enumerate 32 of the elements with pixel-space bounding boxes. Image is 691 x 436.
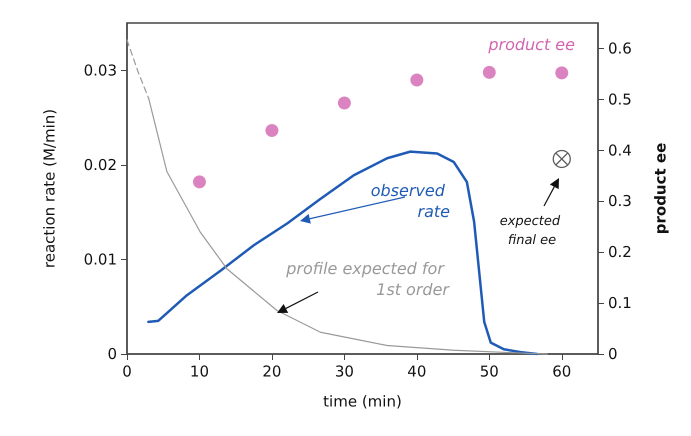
point [555, 66, 568, 80]
x-tick-label: 10 [190, 362, 210, 380]
x-tick-label: 50 [480, 362, 499, 380]
y2-tick-label: 0.1 [608, 294, 632, 312]
series-label: observed rate [370, 181, 450, 221]
point [192, 175, 206, 188]
y2-tick-label: 0.2 [608, 243, 632, 262]
x-tick-label: 60 [552, 362, 572, 380]
series-label: profile expected for 1st order [285, 259, 450, 299]
x-tick-label: 40 [407, 362, 426, 380]
y-tick-label: 0 [107, 345, 117, 363]
text: expected final ee [500, 214, 564, 248]
y2-tick-label: 0.6 [608, 39, 632, 58]
point [265, 124, 278, 137]
y2-axis-title: product ee [652, 142, 670, 234]
y-tick-label: 0.03 [84, 61, 117, 80]
x-tick-label: 30 [334, 362, 354, 380]
point [410, 74, 424, 87]
y2-tick-label: 0.3 [608, 192, 632, 210]
x-tick-label: 20 [262, 362, 282, 380]
point [552, 150, 571, 168]
y-tick-label: 0.01 [84, 250, 117, 268]
y2-tick-label: 0 [608, 345, 618, 363]
y2-tick-label: 0.4 [608, 141, 632, 160]
x-axis-title: time (min) [323, 392, 402, 410]
y-tick-label: 0.02 [84, 156, 117, 174]
y2-tick-label: 0.5 [608, 90, 632, 108]
series-label: product ee [487, 35, 576, 54]
x-tick-label: 0 [122, 362, 132, 380]
y-axis-title: reaction rate (M/min) [40, 108, 58, 268]
point [338, 96, 351, 110]
point [482, 66, 496, 79]
